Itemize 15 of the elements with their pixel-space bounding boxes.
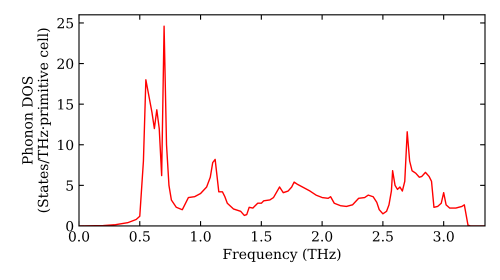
y-tick-label: 10 (58, 140, 74, 150)
x-tick-label: 0.0 (68, 231, 90, 242)
x-axis-title: Frequency (THz) (223, 248, 340, 262)
x-tick-label: 2.5 (372, 231, 393, 242)
y-tick-label: 25 (57, 18, 74, 28)
y-tick-label: 15 (58, 99, 74, 110)
y-tick-label: 20 (57, 58, 74, 70)
x-tick-label: 2.0 (312, 231, 332, 242)
x-tick-label: 3.0 (434, 231, 454, 242)
y-tick-label: 0 (66, 220, 74, 232)
x-tick-label: 1.0 (191, 231, 211, 242)
y-axis-title: Phonon DOS (States/THz·primitive cell) (22, 28, 51, 212)
x-tick-label: 0.5 (130, 231, 150, 242)
x-tick-label: 1.5 (252, 231, 272, 242)
y-tick-label: 5 (66, 180, 74, 191)
